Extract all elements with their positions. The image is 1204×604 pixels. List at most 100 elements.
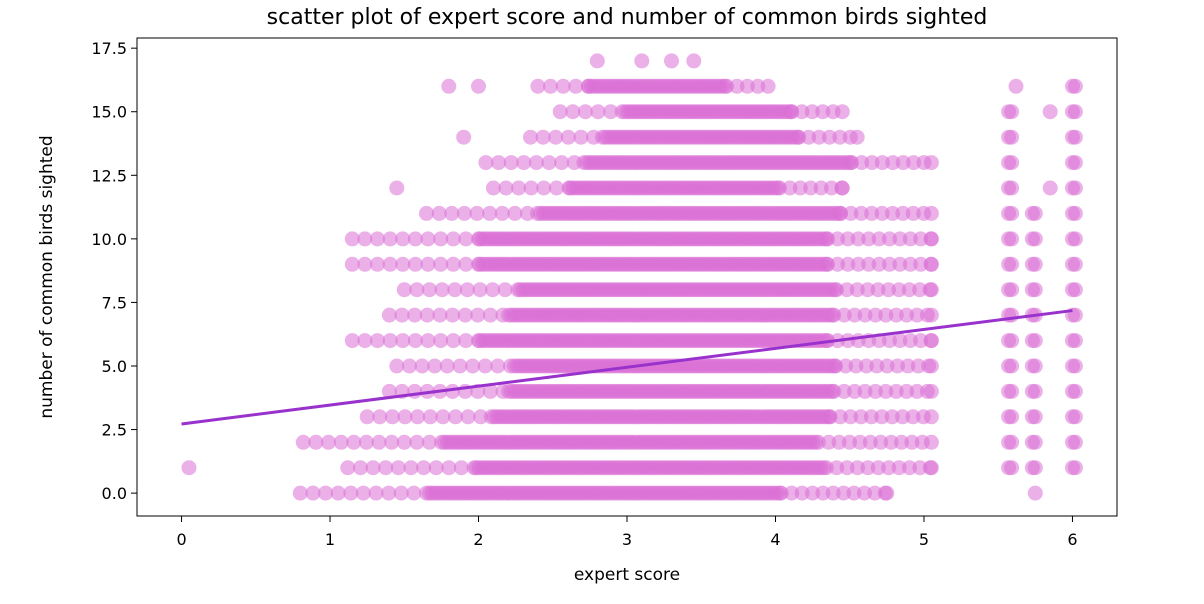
- scatter-point: [891, 460, 907, 476]
- scatter-point: [839, 460, 855, 476]
- scatter-point: [863, 409, 879, 425]
- scatter-point: [471, 78, 486, 94]
- scatter-point: [433, 231, 449, 247]
- scatter-point: [784, 485, 800, 501]
- scatter-point: [885, 205, 900, 221]
- trend-line-layer: [181, 309, 1073, 426]
- scatter-point: [445, 231, 461, 247]
- scatter-point: [857, 307, 873, 323]
- scatter-point: [516, 155, 532, 171]
- scatter-point: [902, 333, 918, 349]
- scatter-point: [905, 409, 921, 425]
- scatter-point: [590, 104, 606, 120]
- scatter-point: [431, 205, 447, 221]
- scatter-point: [554, 155, 570, 171]
- scatter-point: [357, 256, 373, 272]
- scatter-point: [507, 205, 523, 221]
- scatter-point: [370, 256, 385, 272]
- y-axis-label: number of common birds sighted: [37, 135, 57, 418]
- scatter-point: [822, 129, 837, 145]
- y-tick-label: 17.5: [91, 39, 127, 58]
- scatter-point: [892, 231, 908, 247]
- scatter-point: [395, 256, 411, 272]
- scatter-point: [1067, 104, 1083, 120]
- scatter-point: [923, 358, 939, 374]
- scatter-point: [1004, 205, 1020, 221]
- scatter-point: [832, 409, 848, 425]
- scatter-point: [381, 383, 397, 399]
- scatter-point: [389, 358, 405, 374]
- scatter-point: [382, 256, 398, 272]
- scatter-point: [882, 256, 897, 272]
- scatter-point: [409, 282, 425, 298]
- scatter-point: [458, 231, 474, 247]
- scatter-point: [856, 485, 872, 501]
- scatter-point: [858, 358, 874, 374]
- scatter-point: [804, 104, 820, 120]
- scatter-point: [819, 256, 835, 272]
- scatter-point: [494, 205, 510, 221]
- scatter-point: [427, 358, 443, 374]
- scatter-point: [838, 358, 854, 374]
- scatter-point: [846, 485, 862, 501]
- y-tick-label: 5.0: [102, 357, 127, 376]
- scatter-point: [344, 333, 360, 349]
- scatter-point: [912, 282, 928, 298]
- scatter-point: [830, 256, 846, 272]
- scatter-point: [482, 205, 498, 221]
- scatter-point: [490, 358, 506, 374]
- scatter-point: [478, 155, 494, 171]
- scatter-point: [822, 409, 838, 425]
- scatter-point: [792, 180, 808, 196]
- scatter-point: [181, 460, 197, 476]
- scatter-point: [549, 180, 564, 196]
- scatter-point: [1004, 460, 1020, 476]
- scatter-point: [815, 104, 831, 120]
- scatter-point: [860, 460, 876, 476]
- scatter-point: [895, 205, 911, 221]
- scatter-point: [850, 256, 866, 272]
- scatter-point: [870, 460, 886, 476]
- scatter-point: [453, 460, 469, 476]
- scatter-point: [1067, 333, 1083, 349]
- scatter-point: [842, 434, 857, 450]
- scatter-point: [853, 205, 869, 221]
- scatter-point: [884, 409, 900, 425]
- scatter-point: [773, 485, 789, 501]
- scatter-point: [860, 282, 876, 298]
- scatter-point: [870, 282, 886, 298]
- scatter-point: [1004, 155, 1020, 171]
- scatter-point: [790, 129, 806, 145]
- scatter-point: [1067, 180, 1083, 196]
- scatter-point: [444, 205, 460, 221]
- scatter-point: [815, 485, 831, 501]
- scatter-point: [330, 485, 346, 501]
- scatter-point: [1067, 129, 1083, 145]
- scatter-point: [530, 78, 546, 94]
- scatter-point: [891, 282, 907, 298]
- scatter-point: [473, 409, 489, 425]
- scatter-point: [843, 205, 859, 221]
- scatter-point: [439, 358, 455, 374]
- scatter-point: [1067, 256, 1083, 272]
- scatter-point: [760, 78, 776, 94]
- scatter-point: [292, 485, 308, 501]
- scatter-point: [445, 333, 461, 349]
- scatter-point: [874, 205, 890, 221]
- scatter-point: [794, 104, 810, 120]
- scatter-point: [433, 256, 449, 272]
- scatter-point: [904, 434, 920, 450]
- scatter-point: [892, 256, 908, 272]
- scatter-point: [847, 307, 863, 323]
- scatter-point: [535, 129, 551, 145]
- scatter-point: [888, 307, 904, 323]
- scatter-point: [840, 231, 856, 247]
- scatter-point: [416, 460, 432, 476]
- scatter-point: [482, 383, 498, 399]
- scatter-point: [365, 460, 381, 476]
- scatter-point: [878, 307, 894, 323]
- scatter-point: [902, 231, 918, 247]
- scatter-point: [909, 307, 925, 323]
- scatter-point: [384, 434, 400, 450]
- scatter-point: [503, 155, 519, 171]
